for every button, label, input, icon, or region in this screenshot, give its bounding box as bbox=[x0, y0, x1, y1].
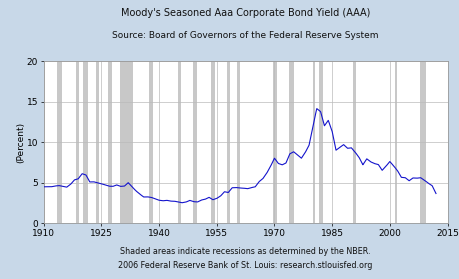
Bar bbox=[237, 61, 240, 223]
Bar bbox=[274, 61, 277, 223]
Bar bbox=[319, 61, 324, 223]
Bar bbox=[211, 61, 215, 223]
Bar bbox=[227, 61, 230, 223]
Bar bbox=[289, 61, 294, 223]
Bar bbox=[353, 61, 356, 223]
Bar bbox=[149, 61, 153, 223]
Bar bbox=[313, 61, 315, 223]
Text: 2006 Federal Reserve Bank of St. Louis: research.stlouisfed.org: 2006 Federal Reserve Bank of St. Louis: … bbox=[118, 261, 373, 270]
Text: Source: Board of Governors of the Federal Reserve System: Source: Board of Governors of the Federa… bbox=[112, 31, 379, 40]
Bar bbox=[420, 61, 426, 223]
Bar bbox=[108, 61, 112, 223]
Y-axis label: (Percent): (Percent) bbox=[16, 122, 25, 163]
Bar bbox=[193, 61, 196, 223]
Bar bbox=[395, 61, 397, 223]
Text: Shaded areas indicate recessions as determined by the NBER.: Shaded areas indicate recessions as dete… bbox=[120, 247, 371, 256]
Bar bbox=[120, 61, 133, 223]
Bar bbox=[76, 61, 79, 223]
Bar bbox=[95, 61, 100, 223]
Text: Moody's Seasoned Aaa Corporate Bond Yield (AAA): Moody's Seasoned Aaa Corporate Bond Yiel… bbox=[121, 8, 370, 18]
Bar bbox=[83, 61, 88, 223]
Bar bbox=[57, 61, 62, 223]
Bar bbox=[178, 61, 181, 223]
